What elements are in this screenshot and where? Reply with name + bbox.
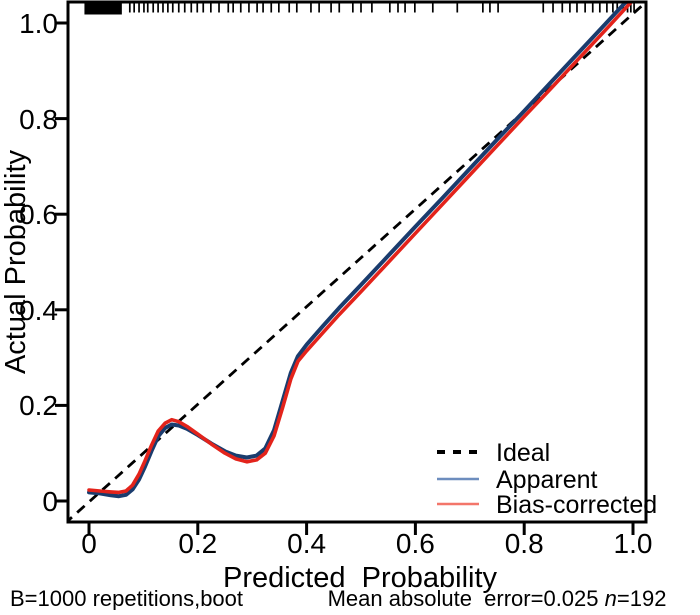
x-tick-label-0.2: 0.2 [178, 528, 217, 559]
legend-bias-corrected-label: Bias-corrected [496, 491, 657, 519]
legend-apparent-label: Apparent [496, 466, 598, 494]
x-tick-label-0.6: 0.6 [396, 528, 435, 559]
y-tick-label-0.6: 0.6 [19, 199, 58, 230]
note-mae-text: Mean absolute error=0.025 [328, 586, 605, 610]
legend-ideal-label: Ideal [496, 439, 550, 467]
note-n-value: =192 [617, 586, 667, 610]
y-axis-ticks [55, 21, 67, 503]
x-axis-ticks [87, 523, 635, 535]
x-tick-label-0: 0 [81, 528, 97, 559]
y-tick-label-1.0: 1.0 [19, 8, 58, 39]
note-n-symbol: n [605, 586, 617, 610]
y-tick-label-0: 0 [42, 486, 58, 517]
x-tick-label-1.0: 1.0 [614, 528, 653, 559]
y-tick-label-0.8: 0.8 [19, 104, 58, 135]
bias-corrected-line [87, 2, 634, 495]
y-tick-label-0.2: 0.2 [19, 390, 58, 421]
x-tick-label-0.8: 0.8 [505, 528, 544, 559]
apparent-line [87, 2, 629, 499]
y-axis-tick-labels: 1.0 0.8 0.6 0.4 0.2 0 [19, 8, 58, 517]
x-axis-tick-labels: 0 0.2 0.4 0.6 0.8 1.0 [81, 528, 652, 559]
plot-box [66, 0, 648, 524]
note-mean-absolute-error: Mean absolute error=0.025 n=192 [285, 586, 697, 610]
y-tick-label-0.4: 0.4 [19, 295, 58, 326]
rug-marks [84, 3, 635, 15]
y-axis-title: Actual Probability [0, 149, 32, 374]
note-repetitions: B=1000 repetitions,boot [10, 586, 243, 610]
legend: Ideal Apparent Bias-corrected [437, 439, 657, 519]
x-axis-title: Predicted Probability [223, 562, 498, 594]
x-tick-label-0.4: 0.4 [287, 528, 326, 559]
